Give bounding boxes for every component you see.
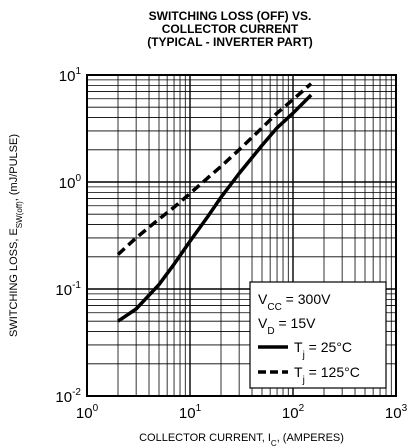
chart-title-line-2: COLLECTOR CURRENT <box>161 22 299 36</box>
chart-title-line-3: (TYPICAL - INVERTER PART) <box>147 35 313 49</box>
chart-title-line-1: SWITCHING LOSS (OFF) VS. <box>148 9 312 23</box>
plot-frame <box>86 74 397 397</box>
y-tick-label: 10-1 <box>55 280 81 299</box>
y-tick-label: 10-2 <box>55 387 81 406</box>
series-line-125c <box>116 82 313 256</box>
x-tick-label: 101 <box>179 403 202 422</box>
legend-label-25c: Tj = 25°C <box>294 339 352 361</box>
x-tick-label: 100 <box>76 403 99 422</box>
condition-label: VD = 15V <box>258 315 316 337</box>
condition-label: VCC = 300V <box>258 291 331 313</box>
y-tick-label: 100 <box>59 173 82 192</box>
x-tick-label: 103 <box>385 403 408 422</box>
legend-label-125c: Tj = 125°C <box>294 364 360 386</box>
series-line-25c <box>117 93 313 323</box>
x-axis-label: COLLECTOR CURRENT, IC, (AMPERES) <box>139 432 344 448</box>
y-axis-label: SWITCHING LOSS, ESW(off), (mJ/PULSE) <box>8 134 24 337</box>
y-tick-label: 101 <box>59 66 82 85</box>
x-tick-label: 102 <box>282 403 305 422</box>
